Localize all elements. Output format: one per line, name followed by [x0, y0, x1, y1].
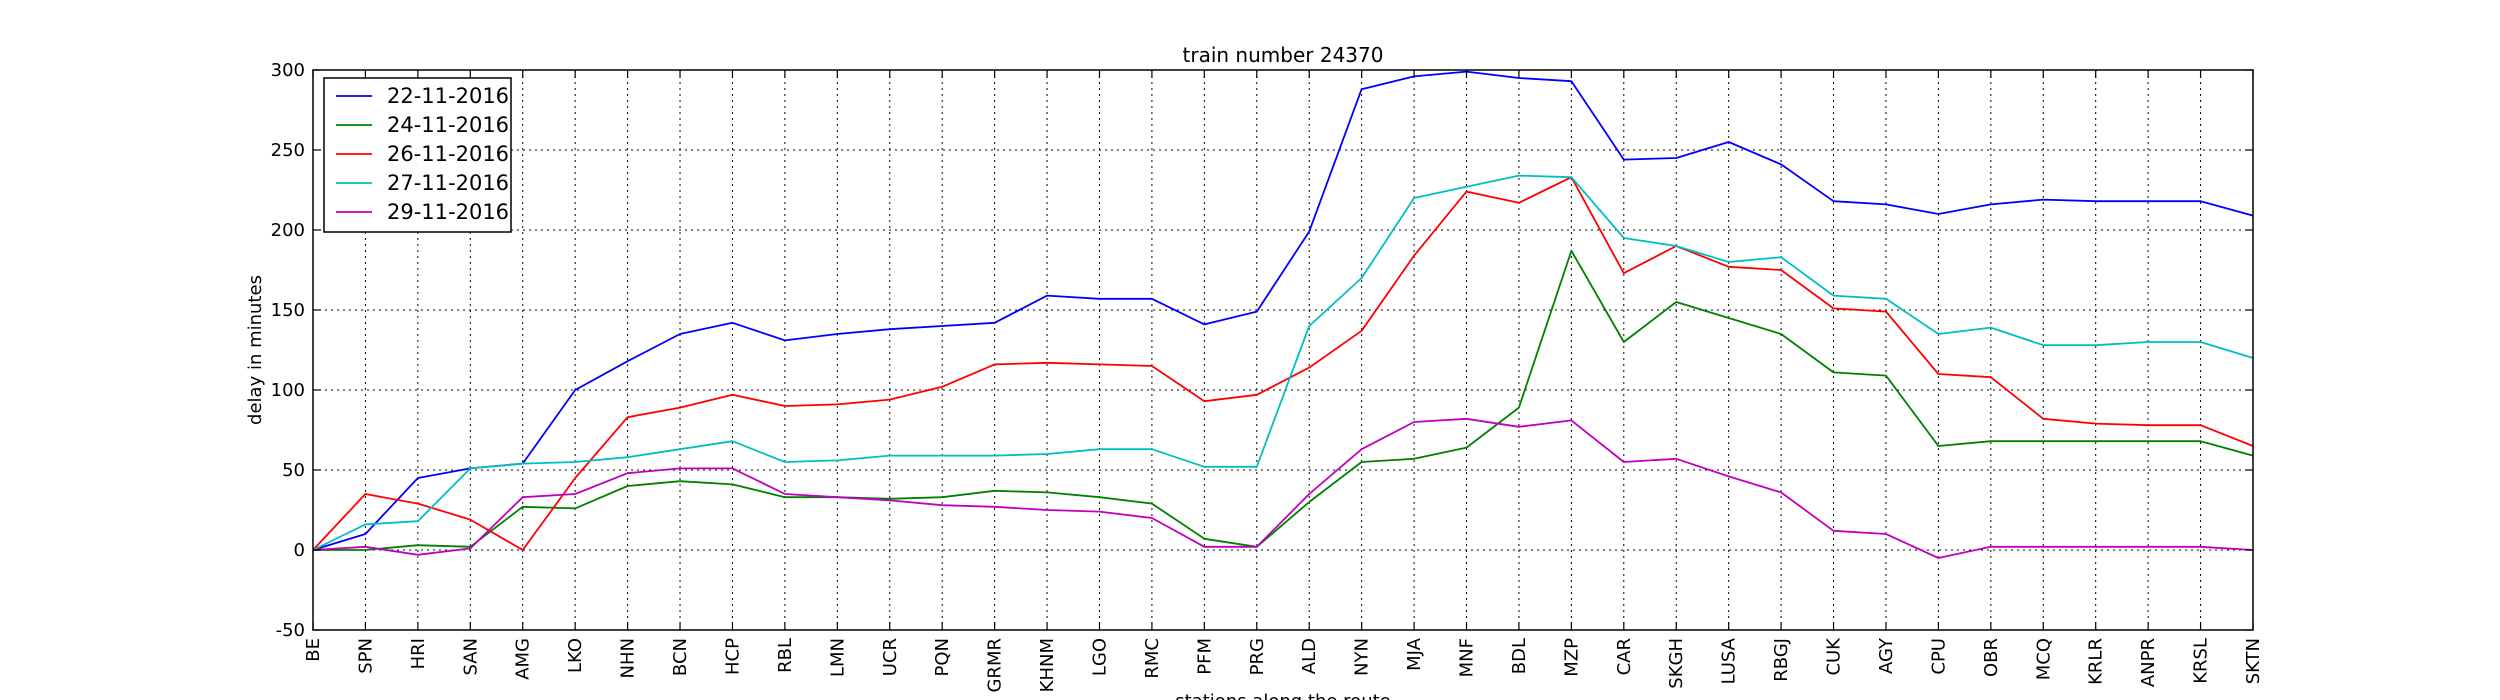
legend: 22-11-2016 24-11-2016 26-11-2016 27-11-2016…	[323, 77, 512, 233]
x-tick-label: LKO	[565, 638, 586, 673]
y-tick-label: 150	[271, 300, 305, 321]
x-tick-label: NHN	[618, 638, 639, 678]
x-tick-label: MZP	[1561, 638, 1582, 677]
plot-frame	[313, 70, 2253, 630]
y-tick-label: 100	[271, 380, 305, 401]
x-tick-label: GRMR	[985, 638, 1006, 693]
series-line-3	[312, 174, 2254, 551]
x-tick-label: CUK	[1824, 637, 1845, 676]
x-tick-label: CPU	[1928, 638, 1949, 675]
y-tick-label: 0	[294, 540, 305, 561]
x-tick-label: RMC	[1142, 638, 1163, 679]
series-line-0	[312, 70, 2254, 551]
x-tick-label: NYN	[1352, 638, 1373, 676]
y-axis: -50 0 50 100 150 200 250 300	[271, 60, 2253, 641]
chart-title: train number 24370	[1183, 43, 1384, 67]
x-tick-label: HRI	[408, 638, 429, 669]
x-tick-label: BCN	[670, 638, 691, 676]
legend-label-1: 24-11-2016	[387, 113, 509, 137]
x-tick-label: MJA	[1404, 637, 1425, 671]
y-tick-label: 250	[271, 140, 305, 161]
y-tick-label: 300	[271, 60, 305, 81]
x-axis-title: stations along the route	[1175, 691, 1390, 700]
y-tick-label: -50	[276, 620, 305, 641]
x-tick-label: KRLR	[2086, 638, 2107, 685]
y-tick-label: 200	[271, 220, 305, 241]
series-line-4	[312, 417, 2254, 559]
series-line-2	[312, 176, 2254, 551]
x-tick-label: BE	[303, 638, 324, 662]
x-tick-label: PQN	[932, 638, 953, 677]
x-tick-label: KHNM	[1037, 638, 1058, 692]
x-tick-label: CAR	[1614, 638, 1635, 675]
legend-label-0: 22-11-2016	[387, 84, 509, 108]
legend-box	[323, 77, 512, 233]
x-tick-label: BDL	[1509, 638, 1530, 674]
x-tick-label: MCQ	[2033, 638, 2054, 680]
x-tick-label: LUSA	[1719, 637, 1740, 684]
x-tick-label: AGY	[1876, 637, 1897, 674]
x-tick-label: ANPR	[2138, 638, 2159, 687]
y-tick-label: 50	[282, 460, 305, 481]
x-axis: BE SPN HRI SAN AMG LKO NHN BCN HCP RBL LMN UCR PQN GR…	[303, 70, 2264, 692]
x-tick-label: SKTN	[2243, 638, 2264, 684]
x-tick-label: AMG	[513, 638, 534, 680]
x-tick-label: MNF	[1457, 638, 1478, 677]
x-tick-label: PRG	[1247, 638, 1268, 675]
legend-label-2: 26-11-2016	[387, 142, 509, 166]
x-tick-label: PFM	[1194, 638, 1215, 675]
series-line-1	[313, 249, 2254, 551]
y-axis-title: delay in minutes	[245, 275, 266, 425]
x-tick-label: LGO	[1089, 638, 1110, 676]
series-lines	[312, 70, 2254, 559]
legend-label-3: 27-11-2016	[387, 171, 509, 195]
legend-label-4: 29-11-2016	[387, 200, 509, 224]
x-tick-label: ALD	[1299, 638, 1320, 674]
x-tick-label: SPN	[355, 638, 376, 674]
x-tick-label: SAN	[460, 638, 481, 676]
x-tick-label: RBL	[775, 638, 796, 673]
x-tick-label: KRSL	[2191, 638, 2212, 684]
x-tick-label: SKGH	[1666, 638, 1687, 689]
x-tick-label: UCR	[880, 638, 901, 676]
x-tick-label: OBR	[1981, 638, 2002, 677]
plot-border	[312, 69, 2254, 631]
x-tick-label: HCP	[722, 638, 743, 675]
x-tick-label: LMN	[827, 638, 848, 677]
x-tick-label: RBGJ	[1771, 638, 1792, 682]
